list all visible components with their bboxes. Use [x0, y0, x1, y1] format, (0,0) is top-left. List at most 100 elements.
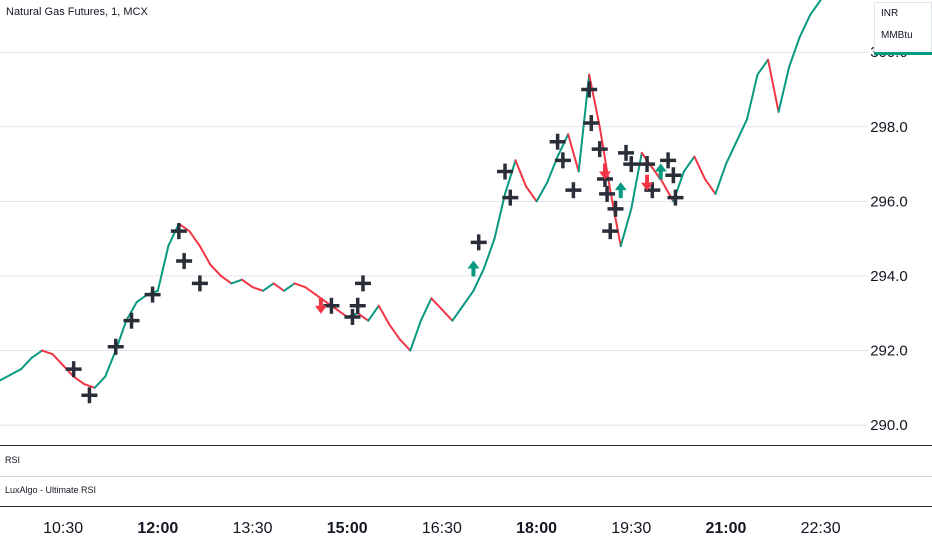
price-segment [767, 58, 780, 113]
price-segment [630, 151, 643, 210]
x-tick-label: 15:00 [327, 520, 368, 537]
cross-marker [660, 152, 677, 169]
arrow-up-icon [614, 182, 627, 199]
cross-marker [176, 253, 193, 270]
price-segment [472, 267, 485, 292]
price-segment [535, 181, 549, 203]
cross-markers [65, 81, 684, 404]
x-tick-label: 16:30 [422, 520, 462, 537]
price-segment [367, 304, 380, 322]
price-segment [504, 159, 517, 195]
cross-marker [639, 156, 656, 173]
price-segment [388, 323, 401, 341]
price-segment [461, 289, 475, 307]
arrow-up-icon [467, 260, 480, 277]
cross-marker [123, 312, 140, 329]
cross-marker [602, 223, 619, 240]
price-segment [230, 278, 243, 285]
price-segment [703, 177, 717, 195]
price-segment [125, 301, 138, 322]
price-segment [262, 282, 275, 292]
x-tick-label: 10:30 [43, 520, 83, 537]
cross-marker [65, 361, 82, 378]
price-segment [72, 375, 86, 386]
cross-marker [354, 275, 371, 292]
cross-marker [191, 275, 208, 292]
arrow-down-icon [641, 174, 654, 191]
arrow-down-icon [314, 297, 327, 314]
price-series [0, 0, 822, 389]
price-segment [798, 13, 812, 39]
cross-marker [581, 81, 598, 98]
y-tick-label: 298.0 [870, 119, 908, 136]
pane-divider [0, 445, 932, 446]
price-segment [30, 349, 44, 359]
x-tick-label: 18:00 [516, 520, 557, 537]
chart-title: Natural Gas Futures, 1, MCX [6, 6, 148, 18]
price-segment [198, 245, 212, 266]
signal-arrows [314, 163, 667, 314]
price-segment [556, 133, 570, 158]
unit-label[interactable]: MMBtu [881, 30, 913, 41]
price-segment [283, 282, 296, 292]
unit-selector[interactable]: INR MMBtu [874, 2, 932, 52]
price-segment [651, 166, 664, 184]
rsi-pane-label[interactable]: RSI [5, 455, 21, 465]
price-segment [20, 356, 33, 371]
price-segment [482, 237, 496, 270]
price-segment [93, 375, 107, 389]
price-segment [525, 185, 538, 203]
y-tick-label: 292.0 [870, 343, 908, 360]
price-segment [188, 230, 201, 248]
x-tick-label: 21:00 [706, 520, 747, 537]
y-tick-label: 290.0 [870, 417, 908, 434]
cross-marker [618, 144, 635, 161]
price-segment [619, 207, 633, 248]
price-segment [735, 118, 749, 143]
price-segment [62, 364, 75, 378]
cross-marker [599, 185, 616, 202]
price-segment [156, 245, 170, 292]
price-segment [398, 338, 412, 352]
arrow-up-icon [654, 163, 667, 180]
x-tick-label: 12:00 [137, 520, 178, 537]
price-segment [377, 304, 391, 326]
price-segment [682, 155, 696, 173]
price-segment [304, 286, 317, 296]
cross-marker [549, 133, 566, 150]
price-segment [167, 222, 180, 248]
price-segment [788, 36, 801, 69]
price-segment [51, 353, 65, 367]
price-segment [451, 304, 464, 322]
price-segment [809, 0, 822, 16]
price-segment [0, 368, 23, 382]
price-segment [219, 274, 233, 285]
cross-marker [344, 308, 361, 325]
cross-marker [623, 156, 640, 173]
cross-marker [497, 163, 514, 180]
cross-marker [502, 189, 519, 206]
cross-marker [349, 297, 366, 314]
cross-marker [470, 234, 487, 251]
cross-marker [607, 200, 624, 217]
price-segment [409, 319, 422, 352]
price-segment [440, 308, 454, 322]
cross-marker [144, 286, 161, 303]
price-segment [83, 383, 96, 389]
x-tick-label: 13:30 [232, 520, 272, 537]
cross-marker [565, 182, 582, 199]
ultimate-rsi-pane-label[interactable]: LuxAlgo - Ultimate RSI [5, 485, 97, 495]
x-axis: 10:30 12:00 13:30 15:00 16:30 18:00 19:30 21:00… [43, 520, 841, 537]
price-segment [777, 66, 791, 113]
price-segment [209, 263, 222, 277]
currency-label[interactable]: INR [881, 8, 899, 19]
x-tick-label: 22:30 [801, 520, 841, 537]
x-tick-label: 19:30 [611, 520, 651, 537]
cross-marker [583, 115, 600, 132]
cross-marker [170, 223, 187, 240]
price-segment [41, 349, 54, 356]
price-segment [240, 278, 254, 289]
pane-divider [0, 506, 932, 507]
price-segment [356, 312, 370, 322]
